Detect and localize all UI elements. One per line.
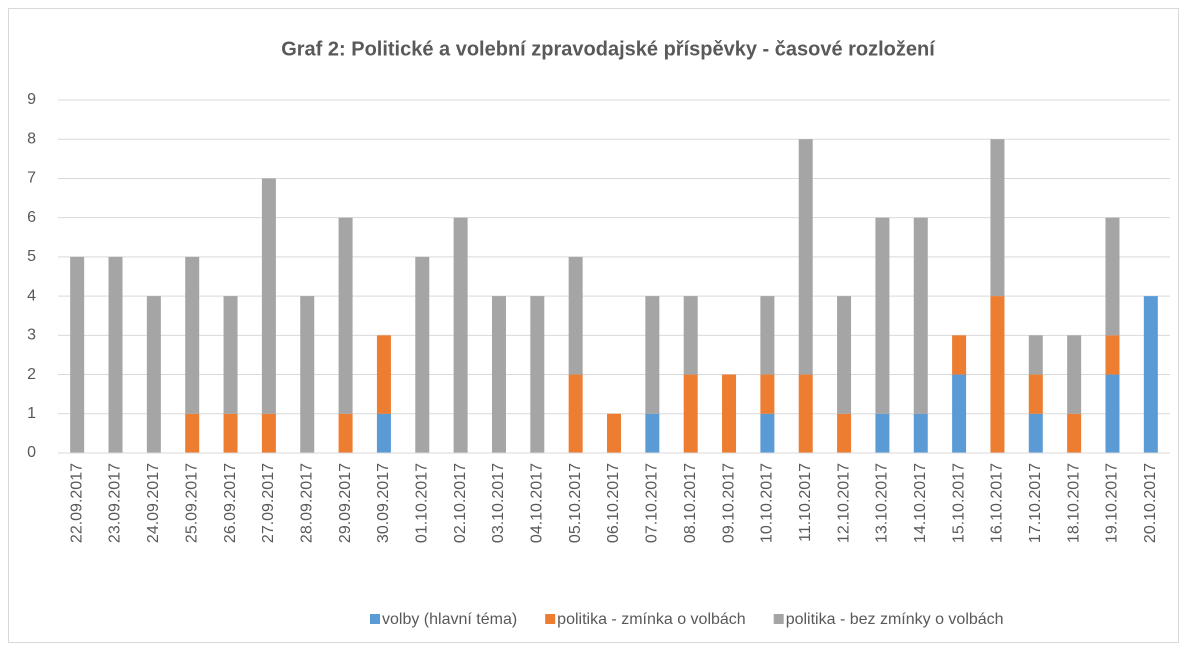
- bar-segment: [1143, 296, 1158, 453]
- bar-segment: [837, 413, 852, 453]
- x-tick-label: 20.10.2017: [1142, 463, 1159, 543]
- bar-segment: [952, 374, 967, 453]
- x-tick-label: 27.09.2017: [260, 463, 277, 543]
- bar-segment: [223, 413, 238, 453]
- bar-segment: [338, 217, 353, 414]
- legend-swatch: [370, 614, 380, 624]
- bar-segment: [683, 374, 698, 453]
- bar-segment: [568, 374, 583, 453]
- bar-segment: [108, 256, 123, 453]
- x-tick-label: 15.10.2017: [950, 463, 967, 543]
- bar-segment: [760, 374, 775, 414]
- legend-swatch: [773, 614, 784, 624]
- x-tick-label: 07.10.2017: [644, 463, 661, 543]
- x-tick-label: 23.09.2017: [107, 463, 124, 543]
- x-tick-label: 29.09.2017: [337, 463, 354, 543]
- x-tick-label: 09.10.2017: [720, 463, 737, 543]
- bar-segment: [760, 296, 775, 375]
- x-tick-label: 22.09.2017: [68, 463, 85, 543]
- bar-segment: [798, 139, 813, 375]
- bar-segment: [146, 296, 161, 453]
- x-tick-label: 01.10.2017: [413, 463, 430, 543]
- bar-segment: [607, 413, 621, 453]
- bar-segment: [798, 374, 813, 453]
- x-tick-label: 03.10.2017: [490, 463, 507, 543]
- y-tick-label: 3: [27, 327, 36, 344]
- x-tick-label: 05.10.2017: [567, 463, 584, 543]
- bar-segment: [568, 256, 583, 375]
- bar-segment: [261, 413, 276, 453]
- x-tick-label: 04.10.2017: [529, 463, 546, 543]
- bar-segment: [683, 296, 698, 375]
- bar-segment: [1105, 217, 1120, 336]
- x-tick-label: 24.09.2017: [145, 463, 162, 543]
- bar-segment: [722, 374, 737, 453]
- y-tick-label: 1: [27, 405, 36, 422]
- x-tick-label: 18.10.2017: [1065, 463, 1082, 543]
- bar-segment: [1028, 335, 1043, 375]
- y-tick-label: 2: [27, 366, 36, 383]
- legend-label: volby (hlavní téma): [382, 611, 517, 628]
- bar-segment: [300, 296, 315, 453]
- bar-segment: [952, 335, 967, 375]
- bar-segment: [1105, 335, 1120, 375]
- bar-segment: [376, 335, 391, 414]
- chart-title: Graf 2: Politické a volební zpravodajské…: [281, 38, 936, 60]
- legend-label: politika - zmínka o volbách: [557, 611, 746, 628]
- bar-segment: [1028, 413, 1043, 453]
- y-tick-label: 7: [27, 170, 36, 187]
- bar-segment: [223, 296, 238, 414]
- bar-segment: [645, 413, 660, 453]
- x-tick-label: 08.10.2017: [682, 463, 699, 543]
- bar-segment: [1105, 374, 1120, 453]
- legend-swatch: [545, 614, 556, 624]
- bar-segment: [491, 296, 506, 453]
- x-tick-label: 06.10.2017: [605, 463, 622, 543]
- x-tick-label: 28.09.2017: [298, 463, 315, 543]
- x-tick-label: 17.10.2017: [1027, 463, 1044, 543]
- x-tick-label: 19.10.2017: [1104, 463, 1121, 543]
- bar-segment: [376, 413, 391, 453]
- bar-segment: [530, 296, 545, 453]
- bar-segment: [645, 296, 660, 414]
- chart-frame: [8, 8, 1179, 643]
- bar-segment: [185, 256, 200, 414]
- x-tick-label: 02.10.2017: [452, 463, 469, 543]
- x-tick-label: 16.10.2017: [989, 463, 1006, 543]
- bar-segment: [1067, 335, 1082, 414]
- bar-segment: [990, 296, 1005, 453]
- bar-segment: [261, 178, 276, 414]
- bar-segment: [415, 256, 430, 453]
- bar-segment: [1067, 413, 1082, 453]
- bar-segment: [1028, 374, 1043, 414]
- y-tick-label: 5: [27, 248, 36, 265]
- x-tick-label: 26.09.2017: [222, 463, 239, 543]
- x-tick-label: 13.10.2017: [874, 463, 891, 543]
- y-tick-label: 6: [27, 209, 36, 226]
- x-tick-label: 14.10.2017: [912, 463, 929, 543]
- bar-segment: [185, 413, 200, 453]
- bar-segment: [875, 217, 890, 414]
- bar-segment: [990, 139, 1005, 297]
- bar-segment: [760, 413, 775, 453]
- bar-segment: [338, 413, 353, 453]
- y-tick-label: 4: [27, 287, 36, 304]
- bar-segment: [453, 217, 468, 453]
- legend-label: politika - bez zmínky o volbách: [786, 611, 1004, 628]
- y-tick-label: 9: [27, 91, 36, 108]
- x-tick-label: 10.10.2017: [759, 463, 776, 543]
- x-tick-label: 11.10.2017: [797, 463, 814, 542]
- bar-segment: [875, 413, 890, 453]
- bar-segment: [913, 413, 928, 453]
- bar-segment: [837, 296, 852, 414]
- x-tick-label: 12.10.2017: [835, 463, 852, 543]
- x-tick-label: 30.09.2017: [375, 463, 392, 543]
- bar-segment: [913, 217, 928, 414]
- bar-segment: [70, 256, 85, 453]
- y-tick-label: 8: [27, 130, 36, 147]
- x-tick-label: 25.09.2017: [183, 463, 200, 543]
- y-tick-label: 0: [27, 444, 36, 461]
